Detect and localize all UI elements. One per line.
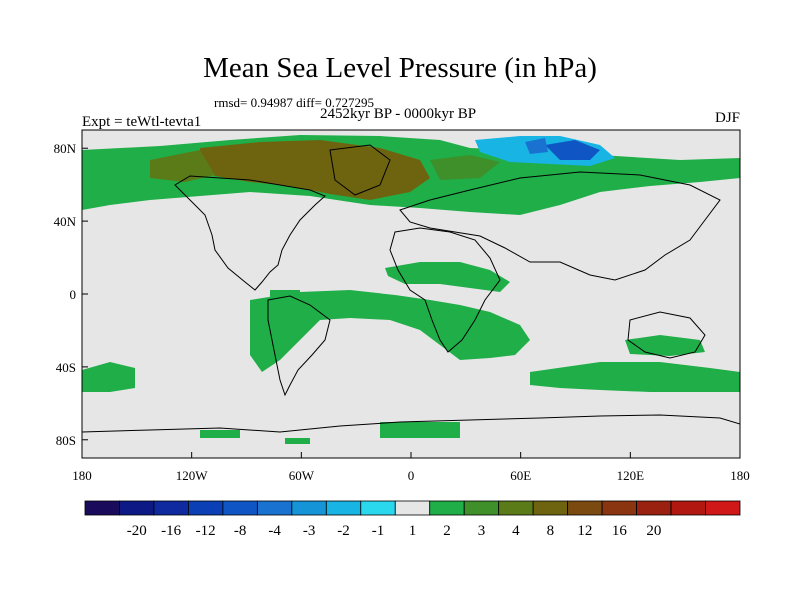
colorbar-label: 2 [443, 523, 451, 539]
colorbar-label: -3 [303, 523, 316, 539]
colorbar-swatch [567, 500, 603, 516]
coast-south-america [267, 295, 331, 397]
region-antarctic-patch-2 [200, 430, 240, 438]
y-tick-label: 80N [54, 141, 77, 156]
region-east-pacific [270, 290, 300, 345]
experiment-label: Expt = teWtl-tevta1 [82, 114, 202, 130]
colorbar-swatch [463, 500, 500, 516]
season-label: DJF [714, 110, 740, 126]
coast-north-america [174, 175, 326, 291]
colorbar-label: -12 [196, 523, 216, 539]
colorbar-label: 16 [612, 523, 628, 539]
coastlines [82, 144, 740, 433]
x-axis: 180 120W 60W 0 60E 120E 180 [72, 452, 750, 483]
x-tick-label: 180 [730, 468, 750, 483]
region-southern-ocean-indian [530, 362, 740, 392]
coast-africa [389, 227, 501, 353]
y-tick-label: 40N [54, 214, 77, 229]
colorbar-label: 20 [646, 523, 661, 539]
colorbar-label: -20 [127, 523, 147, 539]
colorbar-label: 8 [547, 523, 555, 539]
x-tick-label: 60W [289, 468, 315, 483]
region-south-atlantic [250, 290, 530, 372]
region-siberia-mid-negative [525, 138, 548, 154]
colorbar-swatch [291, 500, 327, 516]
region-antarctic-patch [380, 422, 460, 438]
y-axis: 80N 40N 0 40S 80S [54, 141, 88, 448]
region-siberia-strong-negative [545, 140, 600, 160]
colorbar-swatch [256, 500, 293, 516]
colorbar: -20 -16 -12 -8 -4 -3 -2 -1 1 2 3 4 8 12 16 20 [84, 500, 741, 539]
region-southwest-pacific [82, 362, 135, 392]
colorbar-swatch [119, 500, 155, 516]
colorbar-label: -1 [372, 523, 385, 539]
colorbar-label: -8 [234, 523, 247, 539]
x-tick-label: 60E [510, 468, 531, 483]
colorbar-swatch [84, 500, 120, 516]
map-field [82, 130, 740, 458]
x-tick-label: 180 [72, 468, 92, 483]
colorbar-swatch [188, 500, 224, 516]
x-tick-label: 120W [176, 468, 209, 483]
colorbar-label: -4 [268, 523, 281, 539]
x-tick-label: 0 [408, 468, 415, 483]
region-north-atlantic-core [150, 150, 215, 182]
region-north-atlantic-strong [200, 140, 430, 200]
coast-australia [627, 311, 706, 359]
colorbar-swatch [532, 500, 569, 516]
colorbar-swatch [325, 500, 362, 516]
colorbar-swatch [601, 500, 637, 516]
colorbar-swatch [498, 500, 534, 516]
coast-eurasia [399, 171, 721, 281]
region-antarctic-patch-3 [285, 438, 310, 444]
colorbar-swatch [222, 500, 258, 516]
y-tick-label: 40S [56, 360, 76, 375]
colorbar-swatch [153, 500, 189, 516]
colorbar-swatch [705, 500, 741, 516]
region-green-mid [430, 155, 500, 180]
y-tick-label: 80S [56, 433, 76, 448]
colorbar-label: 4 [512, 523, 520, 539]
chart-title: Mean Sea Level Pressure (in hPa) [203, 52, 597, 84]
colorbar-swatch [670, 500, 706, 516]
stats-label: rmsd= 0.94987 diff= 0.727295 [214, 95, 374, 110]
colorbar-label: 1 [409, 523, 417, 539]
y-tick-label: 0 [70, 287, 77, 302]
colorbar-label: 3 [478, 523, 486, 539]
colorbar-label: -16 [161, 523, 181, 539]
colorbar-swatch [360, 500, 396, 516]
colorbar-swatch [429, 500, 465, 516]
chart-subtitle: 2452kyr BP - 0000kyr BP [320, 106, 477, 122]
colorbar-label: 12 [577, 523, 592, 539]
coast-greenland [329, 144, 391, 196]
region-australia-east [625, 335, 705, 356]
coast-antarctica [82, 414, 740, 433]
colorbar-swatch [394, 500, 431, 516]
colorbar-swatch [636, 500, 672, 516]
colorbar-label: -2 [337, 523, 350, 539]
x-tick-label: 120E [617, 468, 645, 483]
region-africa-north [385, 262, 510, 292]
